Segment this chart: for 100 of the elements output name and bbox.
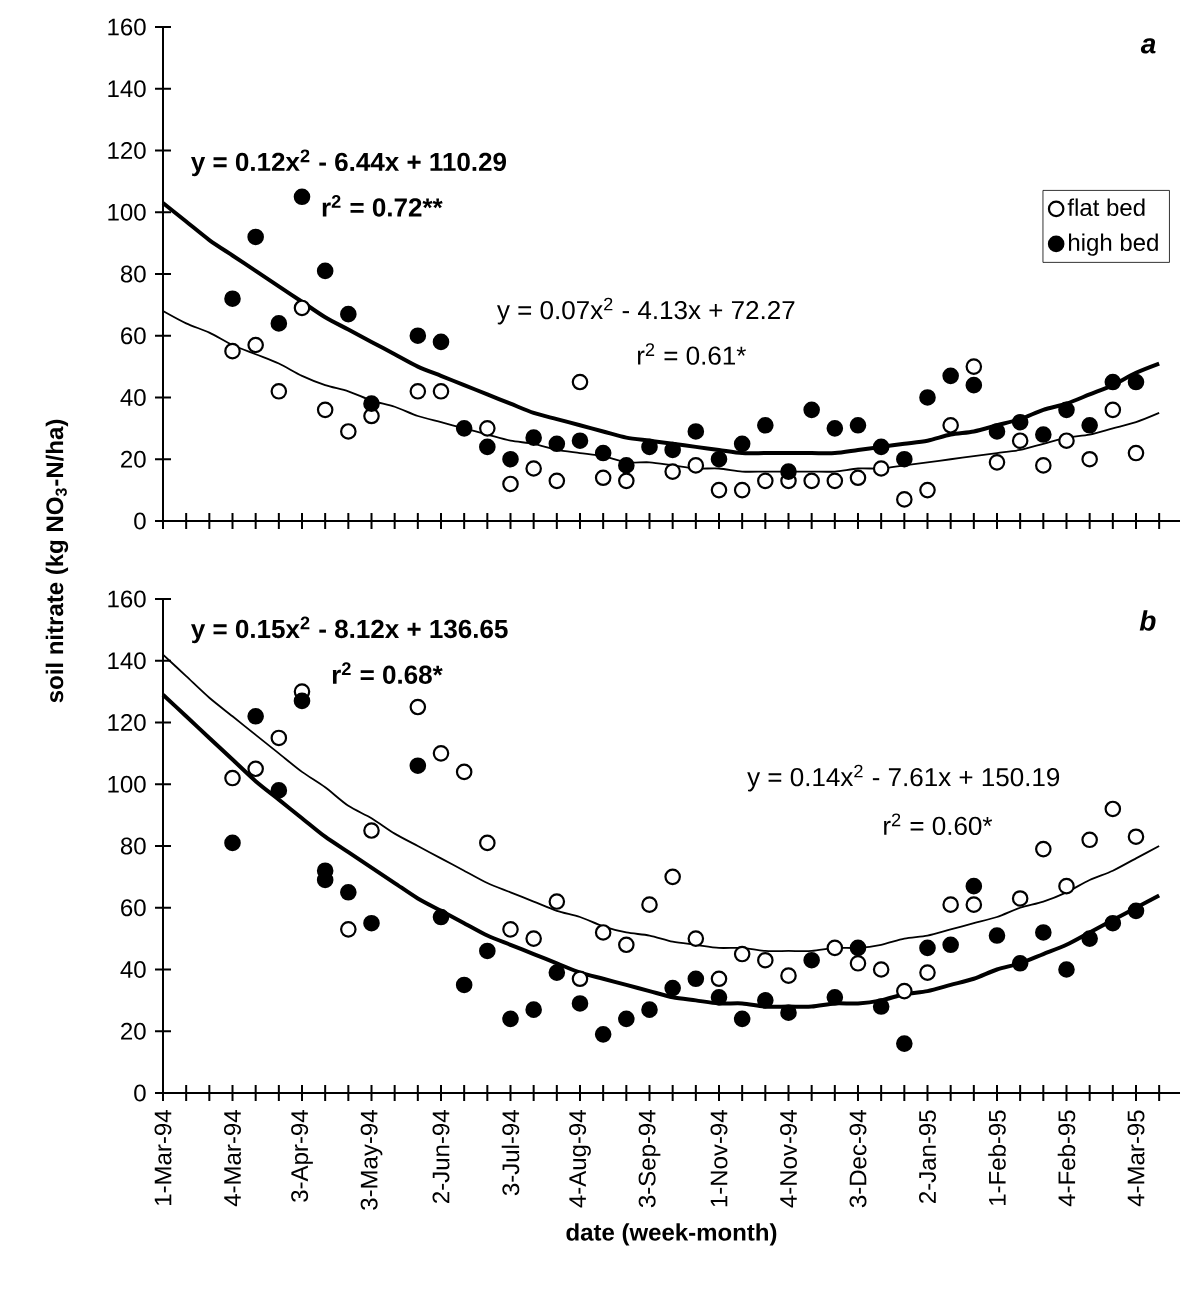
- point: [733, 945, 751, 963]
- point: [409, 757, 427, 775]
- x-tick-label: 2-Jun-94: [432, 1110, 450, 1203]
- annotation: y = 0.07x$^{2}$ - 4.13x + 72.27: [497, 297, 795, 325]
- x-tick-label: 3-Dec-94: [849, 1110, 867, 1208]
- point: [780, 967, 797, 984]
- point: [432, 745, 450, 762]
- x-axis-title: date (week-month): [566, 1223, 777, 1246]
- annotation: y = 0.15x$^{2}$ - 8.12x + 136.65: [191, 616, 508, 644]
- point: [803, 401, 820, 419]
- point: [1035, 426, 1052, 443]
- point: [1127, 373, 1145, 391]
- point: [409, 327, 427, 345]
- point: [455, 763, 473, 781]
- y-tick-label: 160: [108, 590, 146, 608]
- point: [896, 450, 913, 468]
- point: [872, 460, 890, 477]
- point: [1011, 955, 1029, 972]
- point: [733, 435, 751, 453]
- point: [780, 463, 797, 480]
- y-axis-title: soil nitrate (kg NO$_{3}$-N/ha): [45, 419, 69, 703]
- point: [247, 708, 264, 725]
- point: [618, 936, 635, 954]
- point: [664, 868, 681, 886]
- point: [757, 472, 774, 490]
- point: [1035, 457, 1052, 474]
- point: [896, 982, 913, 1000]
- point: [919, 389, 936, 406]
- annotation: y = 0.14x$^{2}$ - 7.61x + 150.19: [747, 764, 1060, 792]
- y-tick-label: 40: [120, 389, 146, 406]
- y-tick-label: 80: [120, 265, 146, 283]
- point: [965, 877, 983, 895]
- point: [710, 988, 728, 1006]
- point: [942, 896, 959, 913]
- point: [1035, 924, 1052, 941]
- point: [502, 450, 519, 468]
- y-tick-label: 120: [108, 714, 146, 731]
- point: [548, 964, 566, 981]
- point: [363, 822, 380, 839]
- point: [757, 951, 774, 969]
- y-tick-label: 100: [108, 775, 146, 793]
- chart-title: b: [1139, 610, 1156, 631]
- point: [1104, 401, 1122, 419]
- point: [1058, 432, 1075, 450]
- point: [571, 432, 589, 450]
- point: [409, 698, 427, 716]
- point: [757, 416, 774, 434]
- chart-title: a: [1140, 38, 1156, 54]
- x-tick-label: 4-Mar-95: [1127, 1110, 1145, 1207]
- point: [826, 420, 844, 437]
- point: [849, 416, 867, 434]
- point: [293, 299, 311, 317]
- point: [432, 383, 450, 400]
- point: [664, 463, 681, 480]
- point: [872, 961, 890, 978]
- point: [942, 367, 959, 385]
- x-tick-label: 3-Jul-94: [501, 1110, 520, 1196]
- point: [270, 315, 288, 332]
- point: [270, 383, 288, 400]
- y-tick-label: 0: [134, 512, 146, 530]
- point: [479, 834, 496, 852]
- point: [502, 475, 519, 493]
- point: [270, 729, 288, 747]
- point: [502, 921, 519, 938]
- point: [826, 472, 844, 490]
- point: [363, 395, 380, 412]
- point: [849, 939, 867, 957]
- point: [849, 469, 867, 487]
- x-tick-label: 4-Mar-94: [224, 1110, 241, 1207]
- point: [316, 401, 334, 419]
- point: [270, 782, 288, 799]
- point: [733, 1010, 751, 1028]
- point: [872, 438, 890, 456]
- point: [942, 416, 959, 434]
- y-tick-label: 20: [121, 1022, 146, 1040]
- point: [1081, 930, 1098, 947]
- y-tick-label: 140: [108, 652, 146, 670]
- point: [618, 472, 635, 490]
- x-tick-label: 3-Apr-94: [291, 1110, 313, 1202]
- y-tick-label: 60: [121, 327, 146, 345]
- point: [1127, 902, 1145, 920]
- x-tick-label: 4-Nov-94: [780, 1110, 797, 1208]
- point: [896, 1035, 913, 1052]
- point: [1035, 840, 1052, 858]
- point: [872, 998, 890, 1015]
- y-tick-label: 0: [134, 1084, 146, 1102]
- point: [618, 457, 635, 474]
- point: [224, 342, 241, 360]
- point: [965, 358, 983, 375]
- point: [1104, 914, 1122, 932]
- x-tick-label: 1-Nov-94: [710, 1110, 728, 1207]
- point: [432, 333, 450, 351]
- point: [803, 951, 820, 969]
- point: [247, 228, 264, 246]
- point: [455, 976, 473, 994]
- point: [363, 914, 380, 932]
- point: [432, 908, 450, 926]
- point: [641, 438, 658, 456]
- point: [293, 188, 311, 206]
- point: [340, 423, 357, 440]
